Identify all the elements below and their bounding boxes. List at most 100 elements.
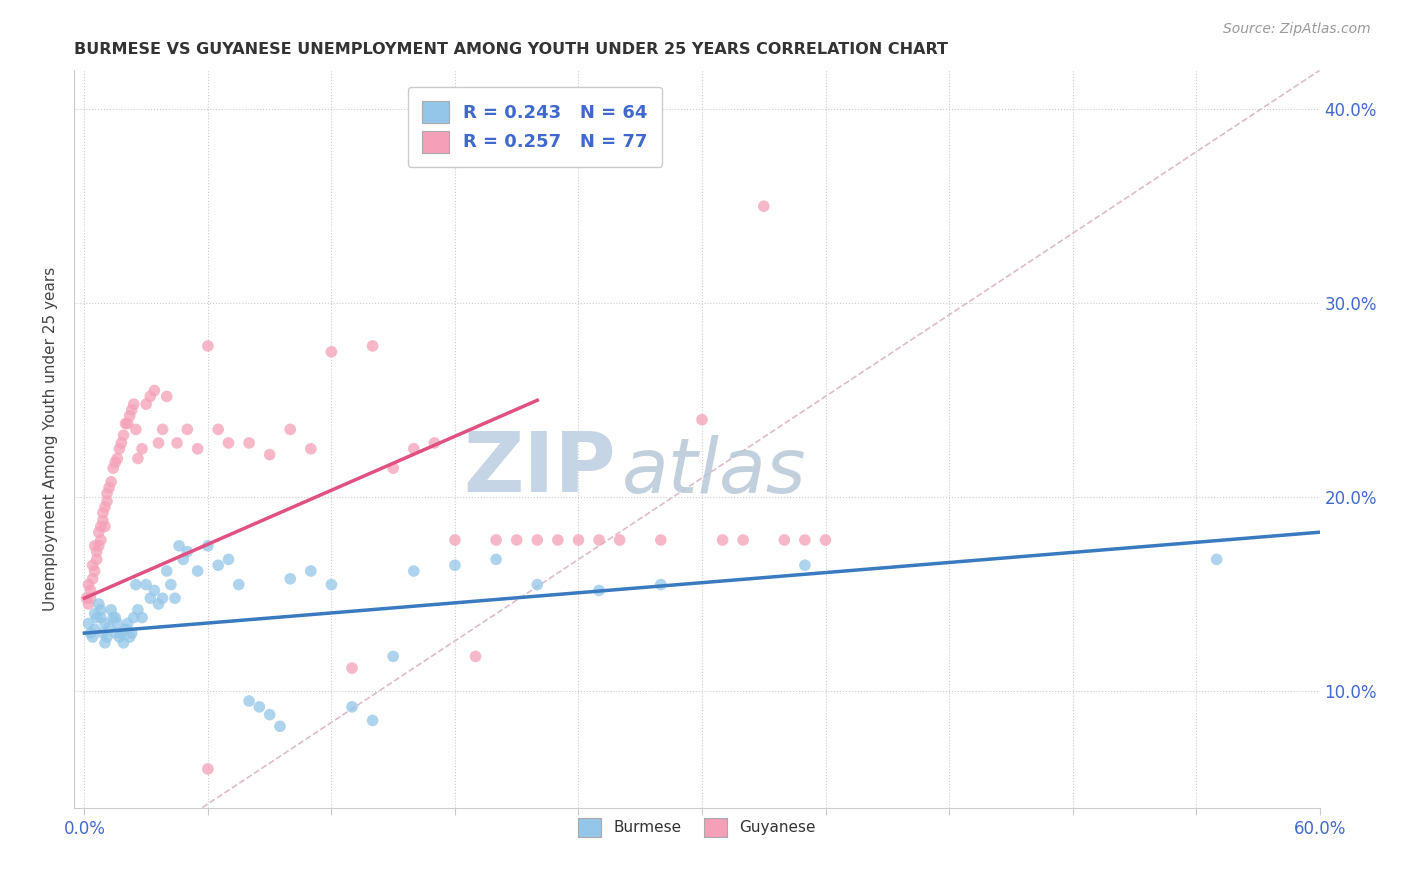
Point — [83, 564, 105, 578]
Point — [567, 533, 589, 547]
Point — [77, 577, 100, 591]
Point — [94, 616, 117, 631]
Point — [104, 626, 127, 640]
Point — [278, 572, 301, 586]
Point — [100, 475, 122, 489]
Text: ZIP: ZIP — [464, 428, 616, 509]
Point — [152, 591, 174, 606]
Point — [90, 603, 112, 617]
Point — [110, 626, 132, 640]
Point — [87, 597, 110, 611]
Point — [238, 694, 260, 708]
Point — [187, 564, 209, 578]
Point — [82, 572, 104, 586]
Point — [114, 417, 136, 431]
Point — [228, 577, 250, 591]
Point — [382, 649, 405, 664]
Point — [82, 630, 104, 644]
Point — [121, 403, 143, 417]
Point — [103, 610, 125, 624]
Point — [218, 552, 240, 566]
Point — [588, 583, 610, 598]
Point — [733, 533, 755, 547]
Point — [94, 500, 117, 514]
Point — [464, 649, 486, 664]
Point — [148, 436, 170, 450]
Point — [112, 636, 135, 650]
Point — [86, 544, 108, 558]
Point — [77, 597, 100, 611]
Point — [98, 620, 121, 634]
Point — [187, 442, 209, 456]
Point — [105, 616, 128, 631]
Point — [259, 707, 281, 722]
Legend: Burmese, Guyanese: Burmese, Guyanese — [571, 811, 824, 845]
Point — [690, 412, 713, 426]
Point — [650, 533, 672, 547]
Point — [321, 577, 343, 591]
Point — [108, 630, 131, 644]
Point — [361, 714, 384, 728]
Point — [299, 564, 322, 578]
Point — [340, 699, 363, 714]
Point — [485, 552, 508, 566]
Point — [96, 494, 118, 508]
Point — [526, 577, 548, 591]
Point — [143, 583, 166, 598]
Point — [90, 610, 112, 624]
Point — [485, 533, 508, 547]
Point — [152, 422, 174, 436]
Point — [711, 533, 734, 547]
Point — [402, 442, 425, 456]
Point — [176, 422, 198, 436]
Text: Source: ZipAtlas.com: Source: ZipAtlas.com — [1223, 22, 1371, 37]
Point — [117, 616, 139, 631]
Text: BURMESE VS GUYANESE UNEMPLOYMENT AMONG YOUTH UNDER 25 YEARS CORRELATION CHART: BURMESE VS GUYANESE UNEMPLOYMENT AMONG Y… — [75, 42, 948, 57]
Point — [79, 583, 101, 598]
Point — [131, 610, 153, 624]
Point — [143, 384, 166, 398]
Point — [588, 533, 610, 547]
Point — [609, 533, 631, 547]
Point — [526, 533, 548, 547]
Point — [207, 422, 229, 436]
Point — [83, 622, 105, 636]
Point — [207, 558, 229, 573]
Point — [321, 344, 343, 359]
Point — [247, 699, 270, 714]
Point — [423, 436, 446, 450]
Point — [340, 661, 363, 675]
Point — [103, 461, 125, 475]
Point — [104, 610, 127, 624]
Point — [167, 539, 190, 553]
Point — [122, 397, 145, 411]
Point — [156, 389, 179, 403]
Point — [299, 442, 322, 456]
Point — [444, 533, 467, 547]
Point — [139, 591, 162, 606]
Point — [172, 552, 194, 566]
Point — [218, 436, 240, 450]
Point — [87, 539, 110, 553]
Point — [259, 448, 281, 462]
Point — [112, 428, 135, 442]
Point — [122, 610, 145, 624]
Point — [156, 564, 179, 578]
Point — [91, 506, 114, 520]
Point — [1205, 552, 1227, 566]
Point — [91, 626, 114, 640]
Point — [163, 591, 186, 606]
Point — [96, 486, 118, 500]
Point — [505, 533, 527, 547]
Point — [547, 533, 569, 547]
Point — [98, 481, 121, 495]
Point — [83, 607, 105, 621]
Point — [166, 436, 188, 450]
Point — [118, 409, 141, 423]
Point — [86, 610, 108, 624]
Point — [650, 577, 672, 591]
Point — [96, 630, 118, 644]
Point — [278, 422, 301, 436]
Y-axis label: Unemployment Among Youth under 25 years: Unemployment Among Youth under 25 years — [44, 267, 58, 611]
Point — [110, 436, 132, 450]
